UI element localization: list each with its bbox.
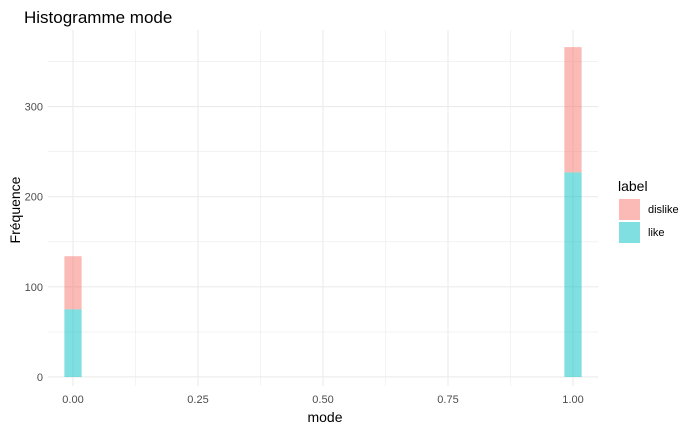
x-tick-label: 0.25: [187, 394, 208, 406]
legend-label-like: like: [648, 227, 665, 239]
legend-label-dislike: dislike: [648, 204, 679, 216]
grid: [48, 30, 598, 386]
y-tick-label: 300: [25, 102, 43, 114]
legend-key-like: [619, 222, 640, 243]
x-axis-ticks: 0.00 0.25 0.50 0.75 1.00: [62, 394, 583, 406]
y-tick-label: 200: [25, 192, 43, 204]
bars: [64, 47, 582, 377]
y-tick-label: 0: [37, 372, 43, 384]
legend-key-dislike: [619, 199, 640, 220]
bar-like-0: [64, 309, 82, 377]
chart-title: Histogramme mode: [24, 8, 172, 27]
x-tick-label: 0.50: [312, 394, 333, 406]
x-tick-label: 1.00: [562, 394, 583, 406]
bar-dislike-1: [564, 47, 582, 173]
legend: label dislike like: [618, 178, 679, 244]
bar-like-1: [564, 172, 582, 377]
legend-title: label: [618, 178, 648, 194]
y-axis-ticks: 0 100 200 300: [25, 102, 43, 384]
bar-dislike-0: [64, 256, 82, 310]
y-axis-title: Fréquence: [7, 176, 23, 243]
x-tick-label: 0.00: [62, 394, 83, 406]
y-tick-label: 100: [25, 282, 43, 294]
x-tick-label: 0.75: [437, 394, 458, 406]
x-axis-title: mode: [307, 409, 342, 425]
